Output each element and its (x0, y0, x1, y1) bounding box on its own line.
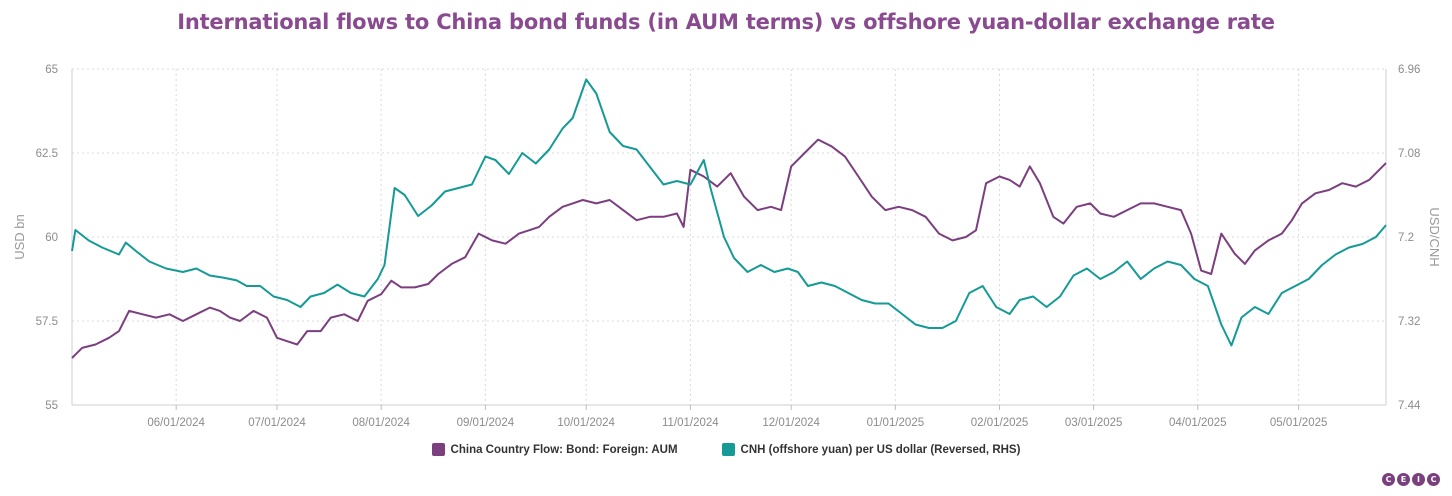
legend-item-cnh[interactable]: CNH (offshore yuan) per US dollar (Rever… (721, 443, 1021, 456)
x-tick-label: 12/01/2024 (762, 417, 820, 429)
legend-label-aum: China Country Flow: Bond: Foreign: AUM (450, 443, 678, 456)
left-tick-label: 55 (45, 400, 58, 412)
legend-swatch-cnh (721, 443, 735, 456)
x-tick-label: 04/01/2025 (1169, 417, 1227, 429)
left-tick-label: 62.5 (36, 148, 58, 160)
x-tick-label: 03/01/2025 (1065, 417, 1123, 429)
legend-label-cnh: CNH (offshore yuan) per US dollar (Rever… (740, 443, 1021, 456)
left-tick-label: 60 (45, 232, 58, 244)
right-axis: 6.96 7.08 7.2 7.32 7.44 (1398, 64, 1421, 412)
right-tick-label: 7.32 (1398, 316, 1420, 328)
logo-letter: C (1382, 473, 1395, 486)
right-tick-label: 7.44 (1398, 400, 1421, 412)
series-lines (71, 78, 1387, 359)
right-tick-label: 6.96 (1398, 64, 1420, 76)
left-tick-label: 65 (45, 64, 58, 76)
x-tick-label: 09/01/2024 (457, 417, 515, 429)
x-tick-label: 06/01/2024 (147, 417, 205, 429)
logo-letter: I (1412, 473, 1425, 486)
legend: China Country Flow: Bond: Foreign: AUM C… (0, 443, 1452, 456)
x-tick-label: 05/01/2025 (1270, 417, 1328, 429)
ceic-logo: C E I C (1382, 473, 1440, 486)
x-tick-label: 07/01/2024 (248, 417, 306, 429)
x-tick-label: 10/01/2024 (557, 417, 615, 429)
left-axis: 55 57.5 60 62.5 65 (36, 64, 58, 412)
legend-item-aum[interactable]: China Country Flow: Bond: Foreign: AUM (431, 443, 678, 456)
left-axis-label: USD bn (12, 214, 27, 260)
x-tick-label: 01/01/2025 (867, 417, 925, 429)
x-tick-label: 08/01/2024 (352, 417, 410, 429)
logo-letter: E (1397, 473, 1410, 486)
logo-letter: C (1427, 473, 1440, 486)
left-tick-label: 57.5 (36, 316, 58, 328)
x-tick-label: 11/01/2024 (662, 417, 719, 429)
legend-swatch-aum (431, 443, 445, 456)
right-tick-label: 7.2 (1398, 232, 1414, 244)
right-tick-label: 7.08 (1398, 148, 1420, 160)
series-line-cnh (71, 78, 1387, 347)
right-axis-label: USD/CNH (1427, 207, 1442, 266)
chart-title: International flows to China bond funds … (177, 10, 1275, 34)
gridlines (71, 68, 1387, 406)
x-tick-label: 02/01/2025 (971, 417, 1029, 429)
series-line-aum (71, 138, 1387, 359)
x-axis: 06/01/2024 07/01/2024 08/01/2024 09/01/2024… (147, 405, 1327, 429)
